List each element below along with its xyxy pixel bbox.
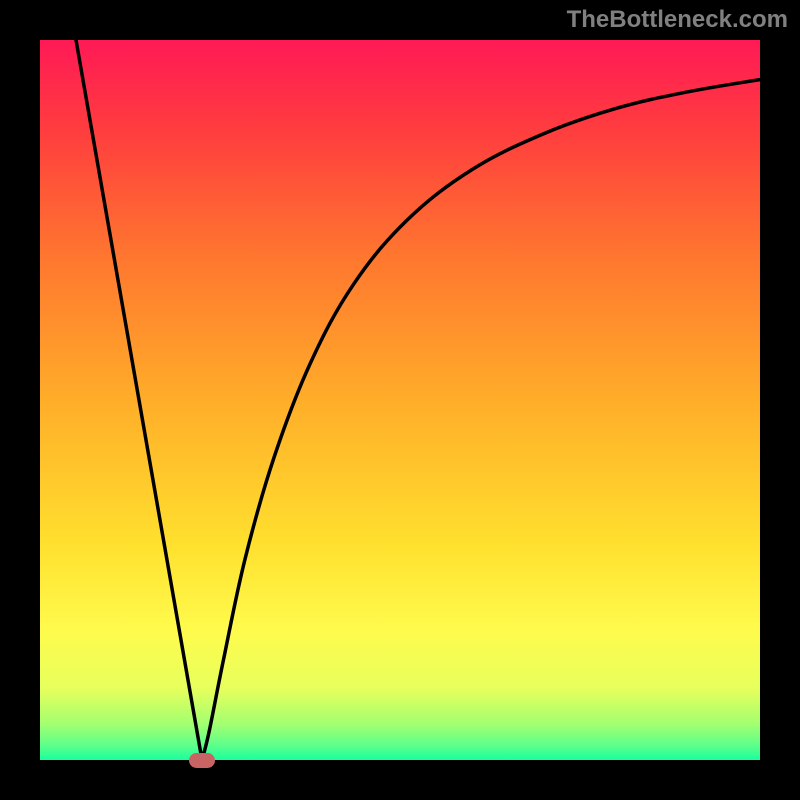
watermark-text: TheBottleneck.com (567, 6, 788, 34)
minimum-marker (189, 753, 215, 768)
plot-area (40, 40, 760, 760)
chart-container: TheBottleneck.com (0, 0, 800, 800)
gradient-background (40, 40, 760, 760)
